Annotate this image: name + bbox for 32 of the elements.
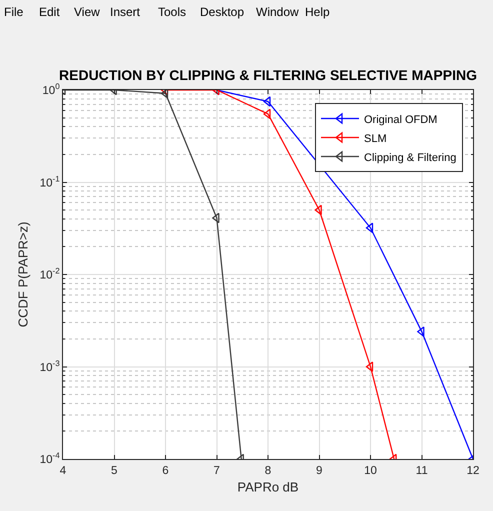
legend-label: SLM — [364, 132, 387, 145]
point — [366, 222, 374, 234]
x-tick-label: 11 — [416, 464, 428, 477]
y-tick-label: 10$^{-4}$ — [40, 451, 60, 466]
line-series — [63, 90, 244, 459]
text: Tools — [158, 5, 186, 19]
legend-label: Original OFDM — [364, 114, 438, 126]
x-tick-label: 4 — [60, 464, 67, 477]
text: View — [74, 5, 100, 19]
point — [366, 362, 374, 372]
chart-title: REDUCTION BY CLIPPING & FILTERING SELECTIVE MAPPING — [59, 66, 478, 83]
x-tick-label: 9 — [316, 464, 322, 477]
text: Window — [256, 5, 300, 19]
text: Help — [305, 5, 330, 19]
x-tick-label: 7 — [214, 464, 220, 477]
x-tick-label: 5 — [111, 464, 118, 477]
text: Edit — [39, 5, 60, 19]
y-tick-label: 10$^{-3}$ — [40, 358, 60, 374]
y-axis-title: CCDF P(PAPR>z) — [16, 222, 31, 328]
x-tick-label: 6 — [162, 464, 169, 477]
x-tick-label: 8 — [264, 464, 272, 477]
x-tick-label: 10 — [364, 464, 377, 477]
y-tick-label: 10$^{-1}$ — [40, 174, 60, 190]
x-tick-label: 12 — [466, 464, 480, 477]
text: Desktop — [200, 5, 244, 19]
x-axis-title: PAPRo dB — [237, 479, 299, 494]
y-tick-label: 10$^{-2}$ — [40, 266, 60, 282]
point — [160, 90, 168, 99]
text: File — [4, 5, 24, 19]
text: Insert — [110, 5, 141, 19]
y-tick-label: 10$^{0}$ — [42, 82, 60, 98]
legend-label: Clipping & Filtering — [364, 152, 456, 164]
